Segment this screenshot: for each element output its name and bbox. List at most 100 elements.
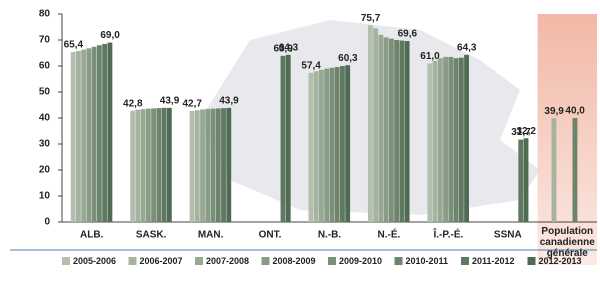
bar — [161, 107, 167, 222]
value-label: 69,0 — [100, 30, 120, 41]
y-tick-label: 60 — [39, 61, 51, 72]
legend-label: 2012-2013 — [539, 256, 582, 266]
bar — [140, 109, 146, 222]
bar — [200, 109, 205, 222]
value-label: 43,9 — [160, 96, 180, 107]
x-tick-label: SSNA — [494, 230, 522, 241]
bar — [96, 45, 102, 223]
x-tick-label: ONT. — [259, 230, 282, 241]
legend-swatch — [128, 257, 137, 265]
y-tick-label: 30 — [39, 139, 51, 150]
bar — [523, 138, 529, 222]
value-label: 42,8 — [123, 98, 143, 109]
bar — [210, 108, 216, 222]
y-tick-label: 0 — [44, 217, 50, 228]
legend-label: 2011-2012 — [472, 256, 515, 266]
highlight-band — [537, 14, 597, 265]
value-label: 42,7 — [183, 99, 203, 110]
bar — [194, 110, 200, 222]
bar — [329, 67, 335, 222]
legend-label: 2009-2010 — [339, 256, 382, 266]
x-tick-label: SASK. — [136, 230, 167, 241]
bar — [427, 63, 433, 223]
bar — [324, 68, 330, 222]
bar — [102, 43, 108, 223]
y-tick-label: 80 — [39, 9, 51, 20]
bar — [135, 109, 141, 222]
legend-swatch — [261, 257, 270, 265]
value-label: 32,2 — [516, 126, 536, 137]
bar — [91, 46, 97, 223]
legend-label: 2005-2006 — [73, 256, 116, 266]
bar — [437, 58, 443, 223]
bar — [551, 118, 557, 222]
bar — [166, 107, 172, 222]
bar — [215, 108, 221, 222]
bar — [518, 139, 524, 222]
bar — [367, 25, 373, 223]
value-label: 40,0 — [565, 106, 585, 117]
bar — [189, 110, 195, 222]
bar — [70, 51, 76, 223]
bar — [285, 54, 291, 222]
value-label: 61,0 — [420, 51, 440, 62]
bar — [156, 108, 162, 222]
bar — [572, 118, 578, 222]
x-tick-label: Î.-P.-É. — [432, 228, 463, 241]
bar — [107, 42, 113, 222]
bar — [458, 57, 464, 223]
legend-swatch — [328, 257, 336, 265]
bar — [145, 108, 151, 222]
legend-label: 2006-2007 — [140, 256, 183, 266]
bar — [340, 66, 345, 222]
value-label: 75,7 — [361, 13, 381, 24]
x-tick-label: N.-B. — [318, 230, 342, 241]
value-label: 64,3 — [279, 42, 299, 53]
bar — [373, 28, 379, 222]
y-tick-label: 10 — [39, 191, 51, 202]
legend-swatch — [527, 257, 536, 265]
value-label: 65,4 — [64, 40, 84, 51]
bar — [151, 108, 157, 222]
y-tick-label: 40 — [39, 113, 51, 124]
bar — [394, 40, 400, 222]
bar — [81, 49, 87, 223]
bar — [308, 72, 314, 222]
bar — [280, 55, 286, 222]
value-label: 43,9 — [219, 96, 239, 107]
y-tick-label: 50 — [39, 87, 51, 98]
bar — [334, 67, 340, 222]
bar — [130, 110, 136, 222]
legend-label: 2010-2011 — [406, 256, 449, 266]
bar — [226, 107, 232, 222]
bar — [319, 69, 324, 223]
value-label: 60,3 — [338, 53, 358, 64]
bar — [205, 108, 211, 222]
bar — [313, 71, 319, 222]
bar — [432, 60, 438, 222]
value-label: 69,6 — [398, 29, 418, 40]
bar — [464, 54, 469, 222]
x-tick-label-box: Population canadienne générale — [540, 226, 595, 259]
value-label: 63,9 — [273, 44, 293, 55]
bar — [399, 40, 405, 222]
value-label: 57,4 — [301, 60, 321, 71]
value-label: 39,9 — [544, 106, 564, 117]
legend-label: 2007-2008 — [206, 256, 249, 266]
legend-label: 2008-2009 — [273, 256, 316, 266]
bar — [86, 48, 92, 222]
y-tick-label: 70 — [39, 35, 51, 46]
bar — [378, 34, 384, 222]
bar — [383, 37, 389, 223]
y-tick-label: 20 — [39, 165, 51, 176]
bar — [404, 41, 410, 222]
bar — [221, 108, 226, 222]
value-label: 64,3 — [457, 42, 477, 53]
bar — [75, 50, 81, 222]
legend-swatch — [461, 257, 469, 265]
legend-swatch — [394, 257, 403, 265]
x-tick-label: MAN. — [198, 230, 224, 241]
x-tick-label: N.-É. — [378, 228, 401, 241]
